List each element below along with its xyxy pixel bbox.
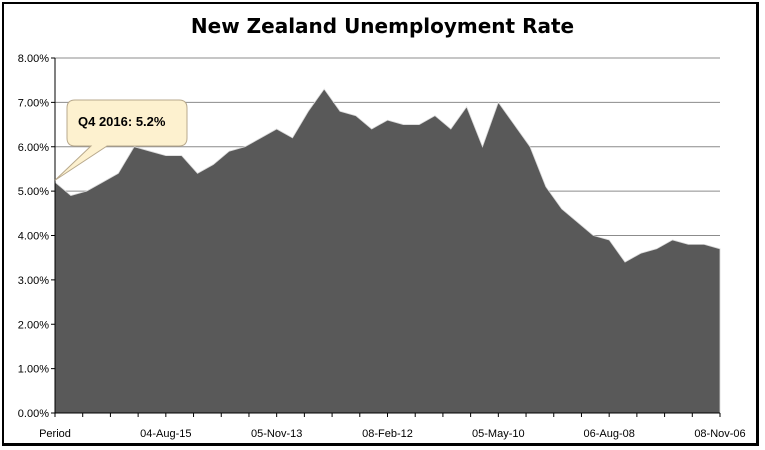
y-tick-label: 2.00%	[18, 319, 49, 331]
x-tick-label: 04-Aug-15	[140, 428, 191, 440]
chart-title: New Zealand Unemployment Rate	[190, 14, 575, 38]
y-tick-label: 4.00%	[18, 231, 49, 243]
x-axis-labels: Period 04-Aug-15 05-Nov-13 08-Feb-12 05-May-…	[39, 428, 746, 440]
y-tick-label: 6.00%	[18, 142, 49, 154]
callout-bubble	[54, 99, 188, 181]
x-tick-label: 08-Nov-06	[694, 428, 745, 440]
y-tick-label: 8.00%	[18, 53, 49, 65]
x-tick-label: 06-Aug-08	[583, 428, 634, 440]
annotation-callout	[54, 99, 188, 181]
y-tick-label: 7.00%	[18, 97, 49, 109]
y-axis-labels: 0.00% 1.00% 2.00% 3.00% 4.00% 5.00% 6.00% 7.00%…	[18, 53, 49, 420]
x-tick-label: Period	[39, 428, 71, 440]
y-tick-label: 3.00%	[18, 275, 49, 287]
x-tick-label: 08-Feb-12	[362, 428, 413, 440]
area-series	[54, 88, 721, 414]
area-layer	[54, 88, 721, 414]
y-tick-label: 1.00%	[18, 364, 49, 376]
x-tick-label: 05-Nov-13	[251, 428, 302, 440]
x-tick-label: 05-May-10	[472, 428, 525, 440]
y-tick-label: 5.00%	[18, 186, 49, 198]
annotation-label: Q4 2016: 5.2%	[78, 114, 166, 129]
axes	[54, 58, 721, 417]
y-tick-label: 0.00%	[18, 408, 49, 420]
